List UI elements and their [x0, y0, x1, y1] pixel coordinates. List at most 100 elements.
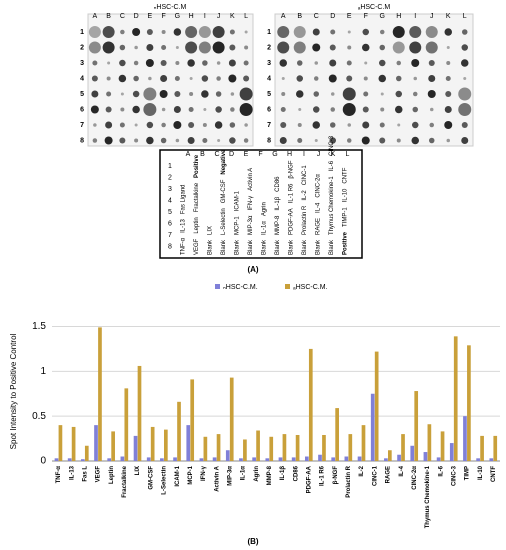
- bar: [304, 456, 309, 461]
- table-cell: Blank: [262, 239, 268, 255]
- x-tick-label: LIX: [135, 466, 141, 475]
- bar: [212, 457, 217, 461]
- blot-spot: [243, 138, 249, 143]
- x-tick-label: MIP-3α: [227, 466, 233, 486]
- bar: [269, 436, 274, 461]
- blot-spot: [134, 138, 139, 143]
- bar: [98, 327, 102, 461]
- blot-spot: [411, 59, 420, 67]
- table-cell: Blank: [329, 239, 335, 255]
- blot-row-label: 5: [80, 91, 84, 98]
- blot-spot: [462, 29, 468, 35]
- bar: [463, 416, 467, 461]
- blot-spot: [173, 121, 182, 129]
- blot-spot: [379, 122, 385, 128]
- x-tick-label: IL-1β: [280, 466, 286, 481]
- blot-spot: [330, 107, 335, 112]
- bar: [199, 458, 204, 461]
- array-map-table: [159, 149, 363, 259]
- blot-spot: [293, 41, 306, 54]
- bar: [453, 336, 458, 461]
- blot-spot: [313, 106, 320, 113]
- blot-spot: [161, 122, 166, 128]
- blot-spot: [105, 121, 113, 129]
- blot-spot: [312, 28, 320, 36]
- bar: [401, 434, 405, 461]
- blot-spot: [202, 60, 208, 66]
- table-cell: IL-13: [181, 219, 187, 233]
- bar: [344, 456, 349, 461]
- bar: [331, 457, 336, 461]
- blot-spot: [279, 59, 287, 67]
- y-axis-label: Spot Intensity to Positive Control: [9, 333, 18, 449]
- blot-spot: [91, 75, 98, 82]
- blot-column-label: F: [364, 13, 368, 20]
- blot-spot: [119, 137, 126, 144]
- y-tick-label: 0.5: [32, 411, 46, 422]
- blot-spot: [363, 76, 368, 81]
- table-cell: Agrin: [262, 202, 268, 216]
- x-tick-label: TIMP: [465, 466, 471, 480]
- blot-spot: [430, 107, 434, 112]
- blot-spot: [187, 137, 195, 144]
- x-tick-label: IL-1 R6: [320, 465, 326, 486]
- blot-row-label: 1: [267, 29, 271, 36]
- blot-spot: [239, 87, 253, 101]
- table-cell: Fractalkine: [194, 182, 200, 212]
- blot-spot: [312, 121, 320, 129]
- blot-row-label: 2: [80, 44, 84, 51]
- blot-spot: [427, 90, 436, 98]
- blot-spot: [312, 43, 321, 52]
- table-cell: IL-1 R6: [289, 183, 295, 203]
- blot-spot: [173, 28, 182, 36]
- blot-row-label: 4: [267, 75, 271, 82]
- bar: [427, 424, 432, 461]
- table-cell: IL-1β: [275, 196, 281, 210]
- blot-spot: [361, 136, 370, 145]
- blot-spot: [444, 121, 453, 129]
- bar: [318, 454, 322, 461]
- blot-spot: [244, 30, 248, 34]
- blot-spot: [91, 90, 99, 98]
- table-cell: Blank: [248, 239, 254, 255]
- x-tick-label: β-NGF: [333, 466, 339, 485]
- blot-spot: [215, 106, 222, 113]
- x-tick-label: IFN-γ: [201, 465, 207, 481]
- blot-spot: [185, 41, 198, 54]
- blot-spot: [412, 121, 419, 129]
- blot-spot: [159, 90, 168, 98]
- bar: [295, 434, 300, 461]
- blot-spot: [297, 60, 303, 66]
- table-cell: VEGF: [194, 238, 200, 255]
- blot-column-label: I: [414, 13, 416, 20]
- blot-spot: [161, 107, 166, 112]
- blot-spot: [214, 121, 223, 129]
- blot-spot: [458, 87, 472, 101]
- blot-spot: [132, 90, 140, 98]
- blot-spot: [174, 76, 180, 81]
- bar: [54, 458, 59, 461]
- blot-spot: [293, 26, 306, 38]
- bar: [370, 393, 375, 461]
- blot-spot: [243, 75, 250, 82]
- blot-spot: [314, 76, 319, 81]
- blot-spot: [143, 103, 157, 116]
- bar: [388, 450, 392, 461]
- blot-column-label: K: [230, 13, 235, 20]
- bar: [71, 426, 76, 461]
- blot-column-label: E: [347, 13, 352, 20]
- table-cell: MMP-8: [275, 215, 281, 235]
- bar: [94, 425, 98, 461]
- blot-column-label: L: [244, 13, 248, 20]
- blot-column-label: A: [93, 13, 98, 20]
- blot-row-label: 7: [80, 122, 84, 129]
- blot-spot: [461, 44, 468, 51]
- bar: [467, 345, 471, 461]
- blot-spot: [239, 103, 253, 116]
- table-cell: CINC-1: [302, 165, 308, 186]
- blot-spot: [279, 137, 287, 144]
- blot-spot: [175, 46, 179, 49]
- blot-spot: [412, 106, 418, 113]
- blot-spot: [380, 107, 385, 112]
- x-tick-label: IL-6: [438, 465, 444, 476]
